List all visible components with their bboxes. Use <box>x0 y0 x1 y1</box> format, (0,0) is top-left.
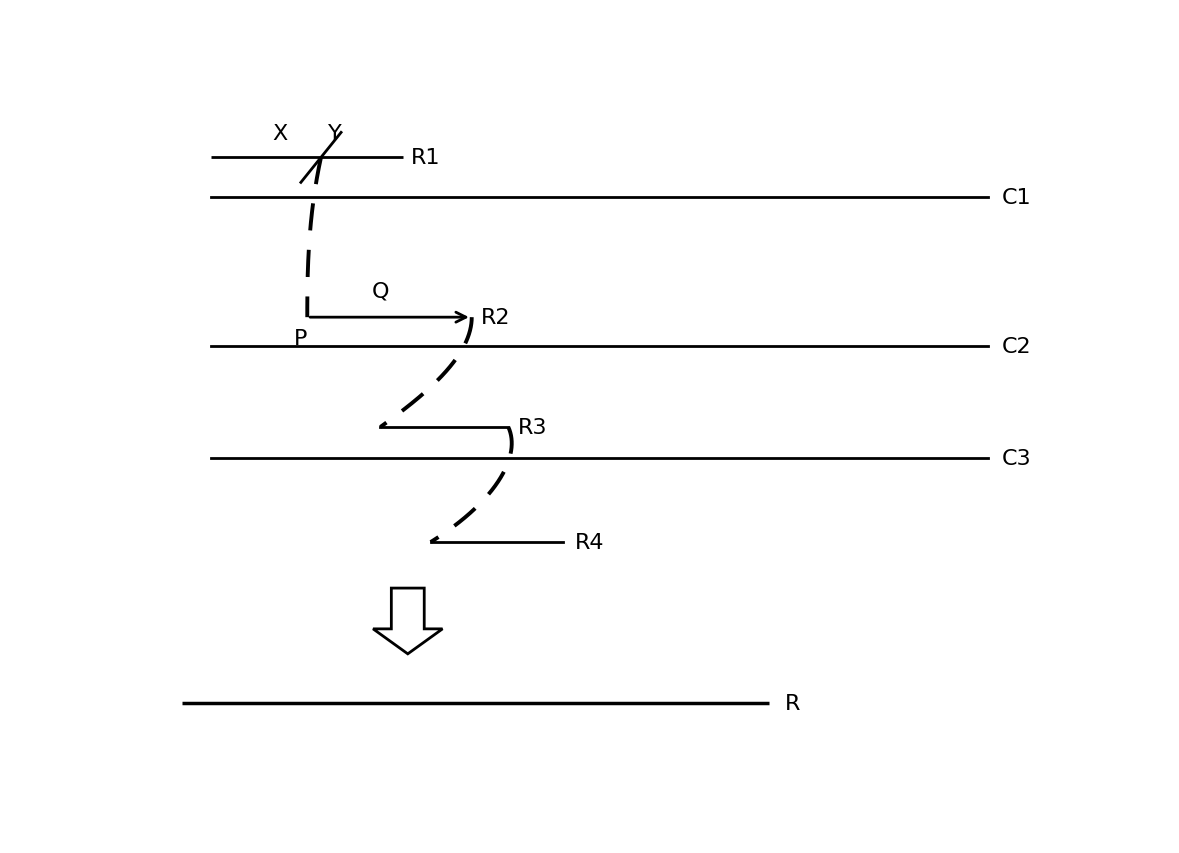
Polygon shape <box>373 589 442 654</box>
Text: C3: C3 <box>1002 449 1032 468</box>
Text: C1: C1 <box>1002 188 1032 207</box>
Text: R1: R1 <box>410 148 440 168</box>
Text: P: P <box>295 329 308 349</box>
Text: R3: R3 <box>518 417 547 438</box>
Text: R4: R4 <box>575 532 605 553</box>
Text: Y: Y <box>328 124 342 144</box>
Text: C2: C2 <box>1002 337 1032 357</box>
Text: X: X <box>272 124 288 144</box>
Text: Q: Q <box>371 281 389 301</box>
Text: R: R <box>785 693 801 713</box>
Text: R2: R2 <box>481 308 511 328</box>
